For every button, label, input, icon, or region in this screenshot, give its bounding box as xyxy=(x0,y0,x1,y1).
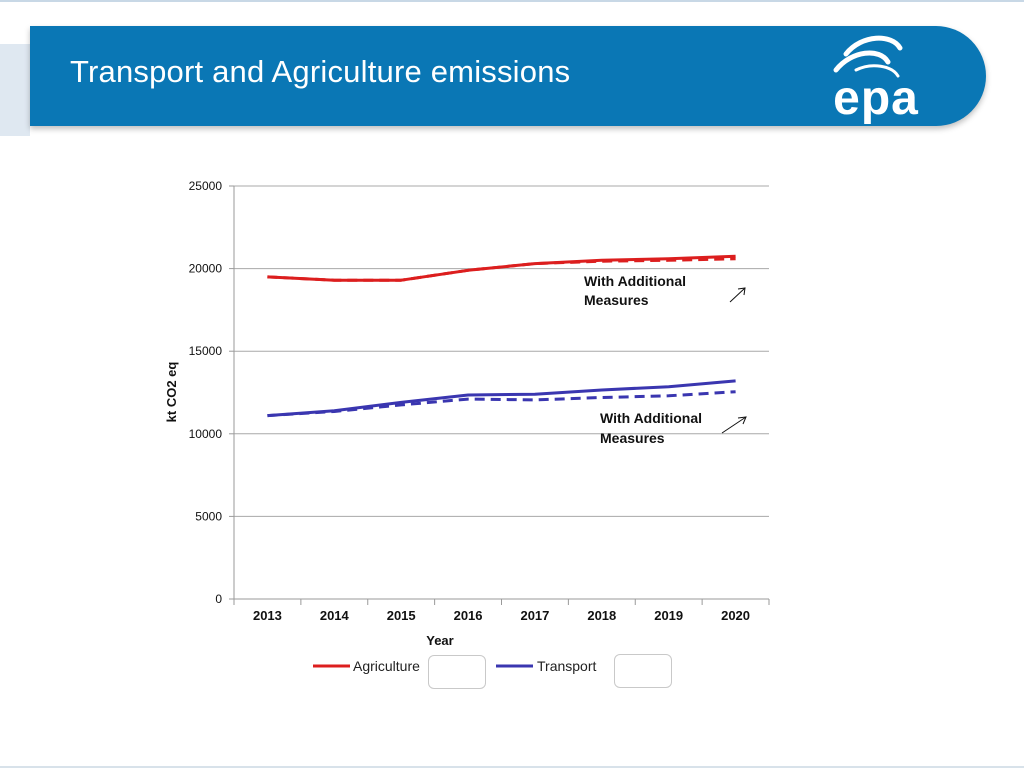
transport-annotation-line1: With Additional xyxy=(600,410,702,426)
bottom-rule xyxy=(0,766,1024,768)
y-tick-labels: 0 5000 10000 15000 20000 25000 xyxy=(189,179,223,606)
x-tick-labels: 2013 2014 2015 2016 2017 2018 2019 2020 xyxy=(233,599,770,623)
transport-solid-line xyxy=(267,379,736,418)
top-rule xyxy=(0,0,1024,2)
legend-agriculture-label: Agriculture xyxy=(353,658,420,674)
epa-logo: epa xyxy=(833,35,919,124)
header-banner: Transport and Agriculture emissions epa xyxy=(30,26,986,126)
y-tick-label: 5000 xyxy=(195,509,222,523)
y-tick-label: 0 xyxy=(215,592,222,606)
legend-empty-box xyxy=(614,654,672,688)
transport-dashed-line xyxy=(267,390,736,418)
transport-annotation-arrow-icon xyxy=(721,416,747,434)
x-tick-label: 2019 xyxy=(654,608,683,623)
legend-transport-label: Transport xyxy=(537,658,597,674)
y-axis-title: kt CO2 eq xyxy=(164,362,179,423)
x-tick-label: 2013 xyxy=(253,608,282,623)
x-tick-label: 2014 xyxy=(320,608,350,623)
agriculture-annotation-line2: Measures xyxy=(584,292,649,308)
y-tick-label: 10000 xyxy=(189,427,223,441)
x-tick-label: 2016 xyxy=(454,608,483,623)
series-lines xyxy=(267,254,736,418)
agriculture-dashed-line xyxy=(267,257,736,282)
x-tick-label: 2020 xyxy=(721,608,750,623)
grid xyxy=(229,185,769,600)
left-accent xyxy=(0,44,30,136)
legend: Agriculture Transport xyxy=(313,658,597,674)
legend-empty-box xyxy=(428,655,486,689)
transport-annotation-line2: Measures xyxy=(600,430,665,446)
axes xyxy=(233,186,769,600)
y-tick-label: 15000 xyxy=(189,344,223,358)
y-tick-label: 20000 xyxy=(189,262,223,276)
agriculture-annotation-line1: With Additional xyxy=(584,273,686,289)
page-title: Transport and Agriculture emissions xyxy=(70,54,571,89)
x-tick-label: 2018 xyxy=(587,608,616,623)
x-tick-label: 2015 xyxy=(387,608,416,623)
x-tick-label: 2017 xyxy=(520,608,549,623)
logo-text: epa xyxy=(833,72,919,124)
y-tick-label: 25000 xyxy=(189,179,223,193)
agriculture-annotation-arrow-icon xyxy=(729,287,746,303)
x-axis-title: Year xyxy=(426,633,453,648)
